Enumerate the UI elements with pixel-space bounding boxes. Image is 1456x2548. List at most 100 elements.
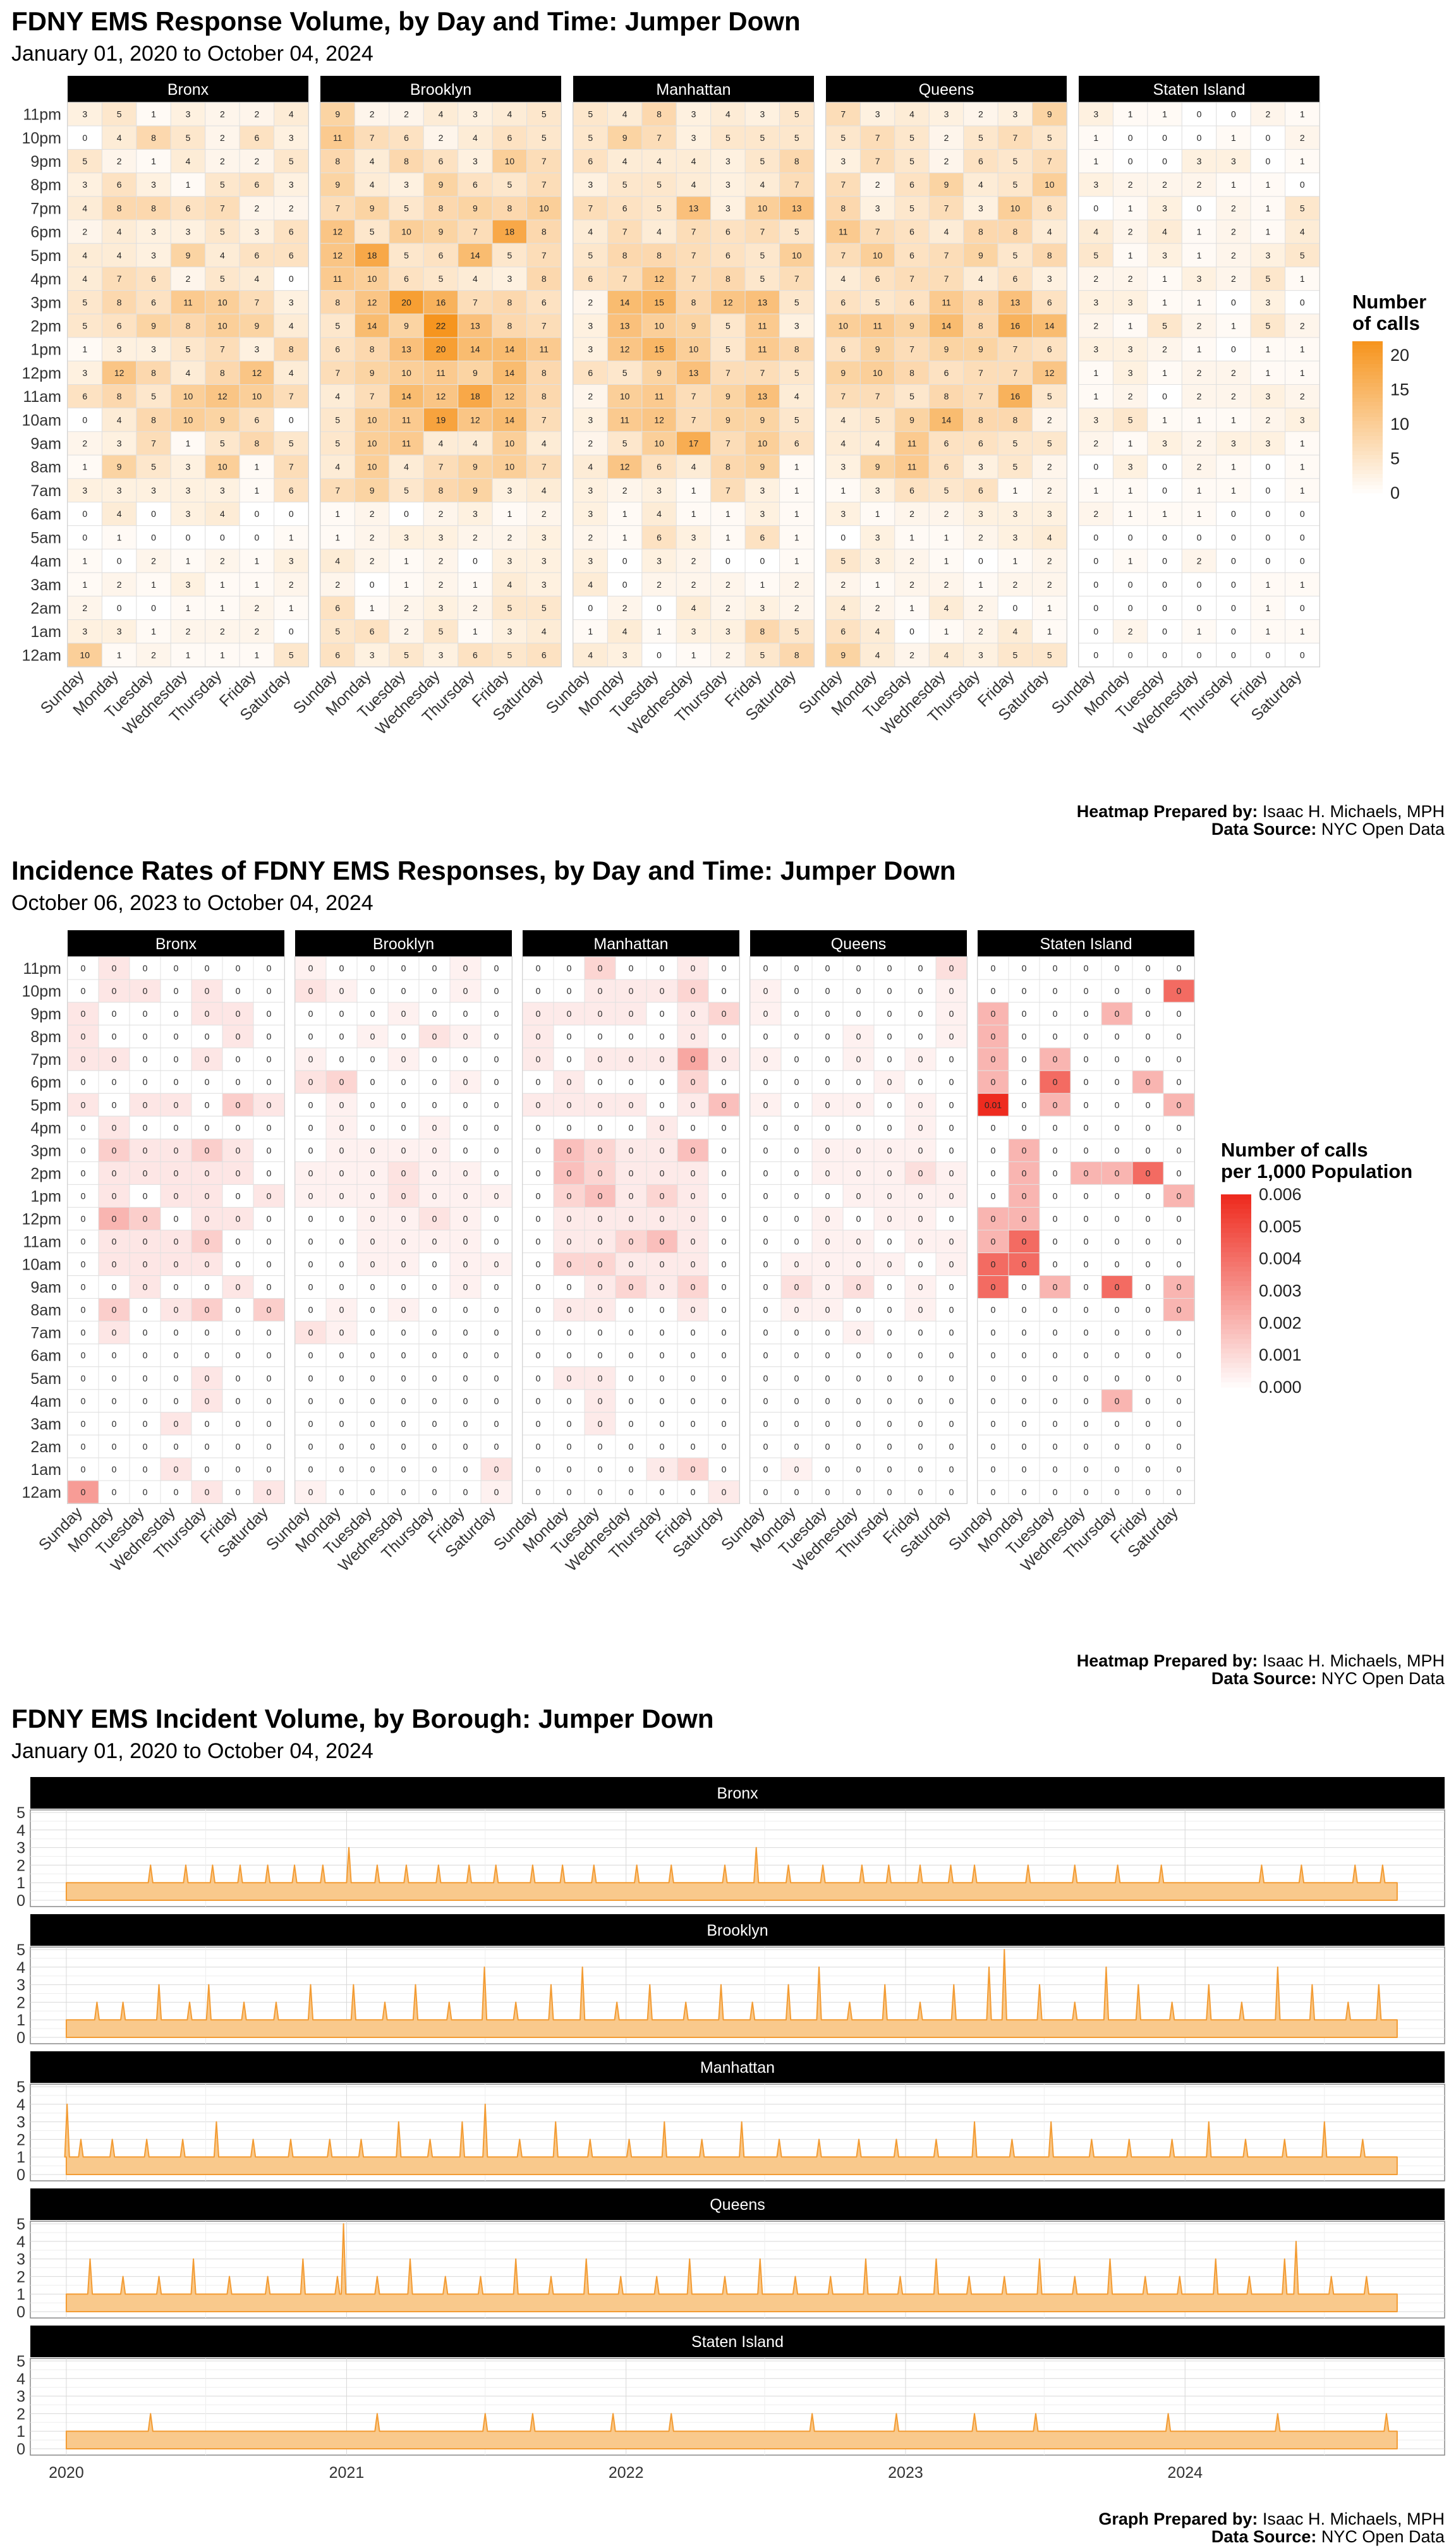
heat-cell	[325, 1253, 358, 1277]
cell-label: 10	[505, 439, 515, 449]
cell-label: 0	[722, 1077, 727, 1087]
heat-cell	[320, 572, 355, 597]
cell-label: 0	[567, 1373, 572, 1383]
cell-label: 5	[622, 368, 628, 378]
cell-label: 0	[567, 1100, 572, 1110]
cell-label: 19	[436, 415, 446, 425]
cell-label: 0	[205, 1419, 210, 1429]
cell-label: 0	[949, 1191, 954, 1201]
cell-label: 0	[463, 1487, 468, 1497]
cell-label: 8	[151, 368, 156, 378]
cell-label: 3	[978, 462, 983, 472]
heat-cell	[325, 1389, 358, 1413]
cell-label: 0	[186, 532, 191, 542]
cell-label: 0	[254, 509, 259, 519]
cell-label: 0	[1053, 1077, 1058, 1087]
heat-cell	[615, 1275, 647, 1299]
cell-label: 7	[909, 274, 914, 284]
cell-label: 0	[887, 1282, 892, 1292]
cell-label: 0	[1177, 1122, 1182, 1132]
cell-label: 0	[598, 1145, 603, 1155]
cell-label: 0	[401, 1350, 406, 1361]
cell-label: 0	[887, 1487, 892, 1497]
legend-gradient-step	[1352, 447, 1383, 452]
heat-cell	[356, 979, 389, 1003]
cell-label: 2	[944, 579, 949, 590]
heat-cell	[1250, 454, 1286, 479]
cell-label: 0	[1162, 603, 1167, 613]
cell-label: 7	[622, 227, 628, 237]
cell-label: 1	[1300, 439, 1305, 449]
cell-label: 0	[1053, 1213, 1058, 1223]
heat-cell	[449, 1275, 482, 1299]
cell-label: 0	[949, 986, 954, 996]
heat-cell	[641, 102, 677, 126]
heat-cell	[811, 1435, 844, 1459]
heat-cell	[1132, 1344, 1164, 1368]
legend-tick-label: 0.000	[1259, 1378, 1302, 1397]
cell-label: 3	[875, 532, 880, 542]
heat-cell	[1147, 619, 1182, 644]
heat-cell	[389, 102, 424, 126]
cell-label: 0	[174, 1328, 179, 1338]
heat-cell	[584, 1366, 616, 1390]
cell-label: 0	[629, 1122, 634, 1132]
heat-cell	[191, 1206, 223, 1231]
cell-label: 0	[629, 1464, 634, 1474]
heat-cell	[423, 125, 459, 150]
heat-cell	[676, 290, 712, 315]
heat-cell	[98, 1024, 130, 1048]
legend-gradient-step	[1352, 425, 1383, 429]
cell-label: 0	[567, 1328, 572, 1338]
cell-label: 0	[887, 1100, 892, 1110]
heat-cell	[873, 1184, 906, 1208]
heat-cell	[1147, 502, 1182, 526]
heat-cell	[458, 290, 493, 315]
cell-label: 1	[82, 462, 87, 472]
cell-label: 0	[205, 1328, 210, 1338]
heat-cell	[1078, 243, 1113, 267]
cell-label: 0	[174, 1419, 179, 1429]
facet-label: Staten Island	[1153, 81, 1246, 99]
cell-label: 5	[794, 227, 799, 237]
heat-cell	[744, 478, 780, 503]
cell-label: 0	[567, 1168, 572, 1178]
cell-label: 0	[1146, 1487, 1151, 1497]
heat-cell	[677, 1161, 709, 1185]
legend-tick-label: 10	[1390, 415, 1409, 434]
heat-cell	[677, 1435, 709, 1459]
cell-label: 3	[117, 485, 122, 495]
heat-cell	[935, 1480, 968, 1504]
cell-label: 8	[404, 156, 409, 166]
cell-label: 2	[439, 579, 444, 590]
heat-cell	[573, 337, 608, 361]
cell-label: 6	[254, 133, 259, 143]
cell-label: 9	[1047, 109, 1052, 119]
cell-label: 10	[367, 439, 377, 449]
heat-cell	[239, 102, 275, 126]
cell-label: 0	[370, 1145, 375, 1155]
legend-gradient-step	[1352, 372, 1383, 376]
cell-label: 1	[1231, 133, 1236, 143]
heat-cell	[1147, 173, 1182, 197]
cell-label: 10	[367, 462, 377, 472]
cell-label: 0	[1162, 391, 1167, 401]
cell-label: 10	[1045, 179, 1055, 190]
cell-label: 0	[1053, 1191, 1058, 1201]
cell-label: 0	[1265, 133, 1270, 143]
cell-label: 0	[794, 1305, 799, 1315]
cell-label: 0	[1197, 532, 1202, 542]
cell-label: 2	[944, 509, 949, 519]
cell-label: 5	[439, 274, 444, 284]
legend-tick-label: 0.006	[1259, 1185, 1302, 1204]
cell-label: 1	[1300, 626, 1305, 636]
heat-cell	[811, 1047, 844, 1071]
cell-label: 3	[186, 579, 191, 590]
cell-label: 0	[1197, 650, 1202, 660]
cell-label: 0	[991, 1054, 996, 1064]
cell-label: 0	[887, 1077, 892, 1087]
heat-cell	[191, 1344, 223, 1368]
heat-cell	[1039, 979, 1071, 1003]
cell-label: 1	[1128, 320, 1133, 331]
heat-cell	[676, 125, 712, 150]
